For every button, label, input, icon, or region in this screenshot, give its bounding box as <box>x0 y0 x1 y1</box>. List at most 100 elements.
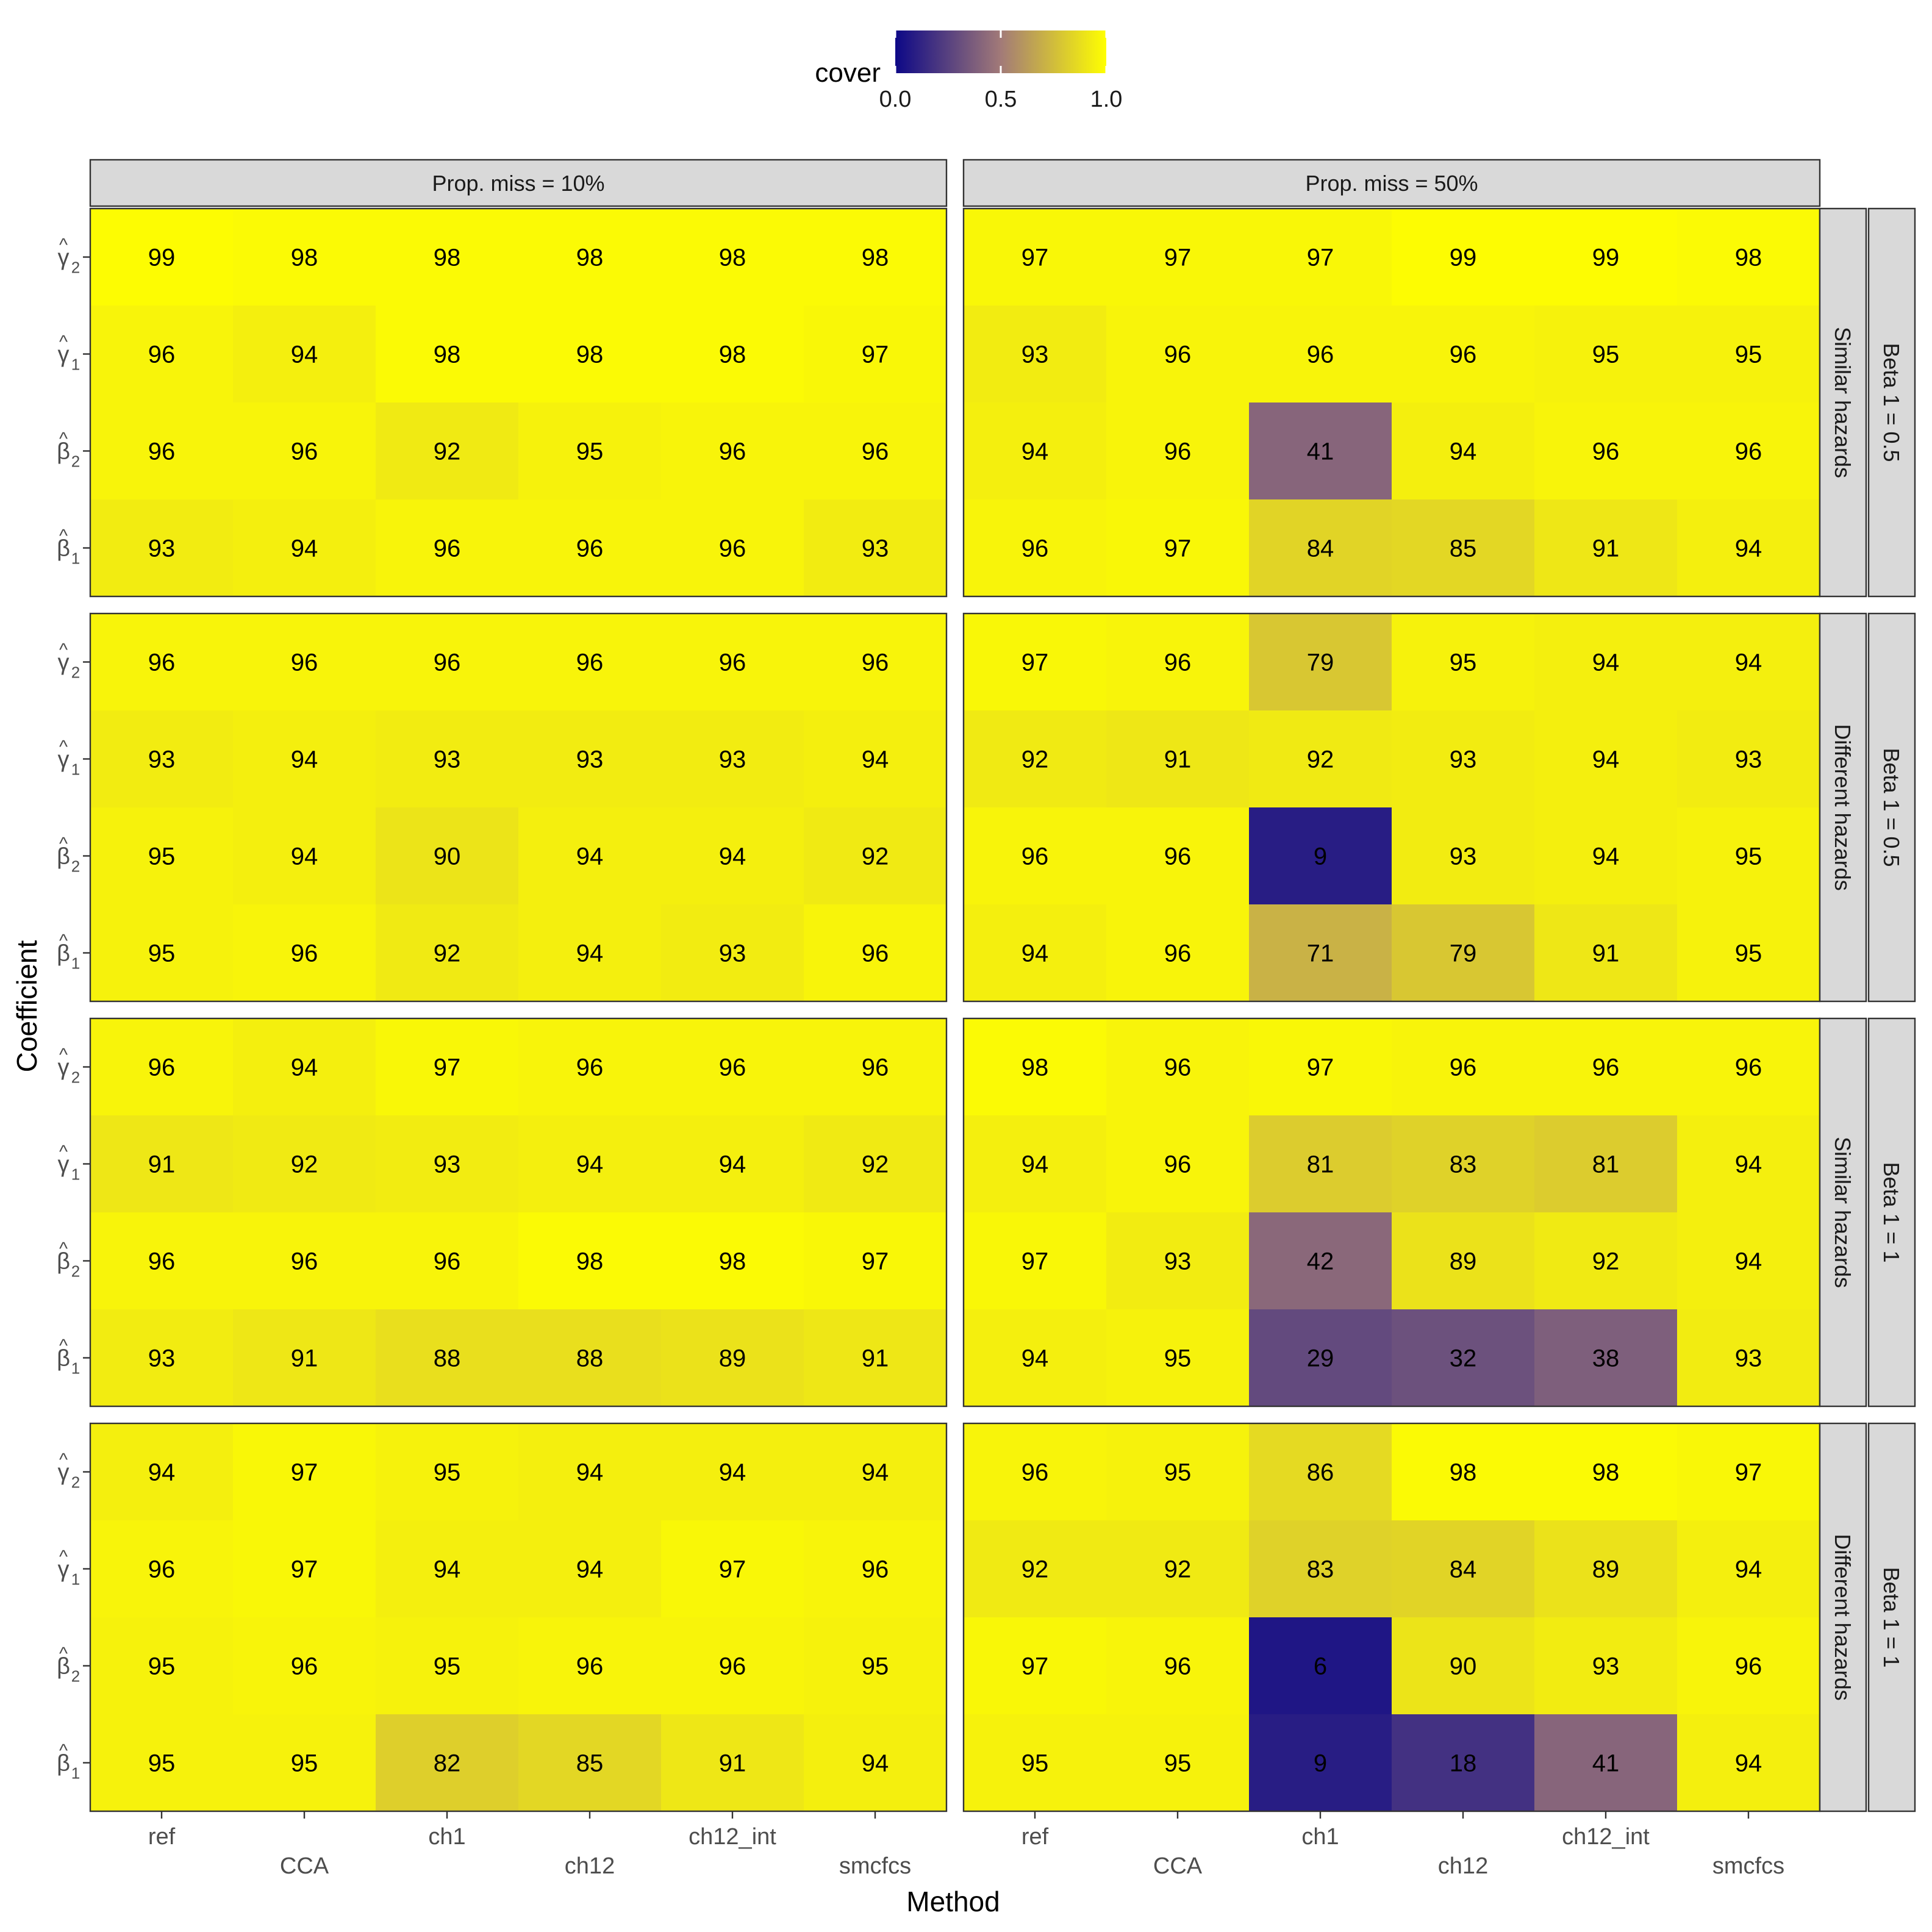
cell-value-label: 96 <box>1164 1151 1192 1178</box>
x-tick-label: ch12 <box>1438 1853 1488 1879</box>
heatmap-cell <box>1677 807 1820 905</box>
y-tick-label: γ^2 <box>58 1045 80 1087</box>
cell-value-label: 82 <box>434 1750 461 1777</box>
cell-value-label: 97 <box>291 1556 318 1583</box>
coefficient-hat: ^ <box>59 737 68 757</box>
cell-value-label: 94 <box>1735 1248 1762 1275</box>
coefficient-symbol: γ <box>58 342 70 368</box>
x-tick-label: ch12_int <box>689 1824 776 1850</box>
cell-value-label: 95 <box>1735 843 1762 870</box>
legend-tick-label: 0.5 <box>985 87 1017 112</box>
coefficient-hat: ^ <box>59 1142 68 1162</box>
cell-value-label: 96 <box>291 438 318 465</box>
heatmap-cell <box>233 499 376 597</box>
cell-value-label: 95 <box>1735 342 1762 368</box>
cell-value-label: 38 <box>1592 1345 1620 1372</box>
heatmap-cell <box>964 1018 1107 1116</box>
beta-strip <box>1867 1017 1916 1408</box>
cell-value-label: 96 <box>148 438 176 465</box>
heatmap-cell <box>376 1212 519 1310</box>
cell-value-label: 93 <box>434 746 461 773</box>
cell-value-label: 93 <box>1735 1345 1762 1372</box>
heatmap-cell <box>661 1520 804 1618</box>
heatmap-cell <box>804 1520 947 1618</box>
heatmap-cell <box>1106 1714 1250 1812</box>
cell-value-label: 92 <box>1021 746 1049 773</box>
cell-value-label: 42 <box>1307 1248 1334 1275</box>
heatmap-cell <box>376 1617 519 1715</box>
x-tick-label: smcfcs <box>1712 1853 1784 1879</box>
coefficient-subscript: 2 <box>71 1262 80 1281</box>
hazard-strip-label: Different hazards <box>1830 1534 1855 1700</box>
cell-value-label: 96 <box>862 438 889 465</box>
cell-value-label: 96 <box>1307 342 1334 368</box>
cell-value-label: 29 <box>1307 1345 1334 1372</box>
heatmap-cell <box>518 614 662 711</box>
y-tick-label: γ^2 <box>58 1450 80 1492</box>
cell-value-label: 98 <box>576 245 604 271</box>
cell-value-label: 98 <box>1592 1459 1620 1486</box>
coefficient-subscript: 2 <box>71 857 80 876</box>
heatmap-cell <box>661 904 804 1002</box>
heatmap-cell <box>1106 614 1250 711</box>
heatmap-cell <box>1534 1018 1678 1116</box>
cell-value-label: 94 <box>719 1459 746 1486</box>
cell-value-label: 97 <box>862 342 889 368</box>
heatmap-cell <box>1392 499 1535 597</box>
heatmap-cell <box>804 499 947 597</box>
cell-value-label: 96 <box>434 1248 461 1275</box>
cell-value-label: 9 <box>1314 1750 1327 1777</box>
heatmap-cell <box>1106 209 1250 306</box>
heatmap-cell <box>233 1018 376 1116</box>
heatmap-cell <box>1249 1520 1392 1618</box>
heatmap-cell <box>1249 499 1392 597</box>
heatmap-cell <box>804 614 947 711</box>
heatmap-cell <box>1106 1018 1250 1116</box>
y-tick-label: γ^2 <box>58 640 80 682</box>
cell-value-label: 93 <box>434 1151 461 1178</box>
heatmap-cell <box>90 209 234 306</box>
heatmap-cell <box>376 710 519 808</box>
cell-value-label: 96 <box>719 1054 746 1081</box>
cell-value-label: 96 <box>1164 438 1192 465</box>
heatmap-cell <box>1677 306 1820 403</box>
coefficient-symbol: γ <box>58 245 70 271</box>
cell-value-label: 94 <box>719 843 746 870</box>
heatmap-cell <box>90 1309 234 1407</box>
hazard-strip-label: Different hazards <box>1830 724 1855 890</box>
heatmap-cell <box>1534 614 1678 711</box>
coefficient-subscript: 1 <box>71 1359 80 1378</box>
beta-strip-label: Beta 1 = 1 <box>1879 1162 1904 1262</box>
cell-value-label: 93 <box>1592 1653 1620 1680</box>
cell-value-label: 97 <box>291 1459 318 1486</box>
heatmap-cell <box>518 1309 662 1407</box>
heatmap-cell <box>661 1617 804 1715</box>
cell-value-label: 98 <box>576 1248 604 1275</box>
cell-value-label: 96 <box>1164 940 1192 967</box>
y-tick-label: β^1 <box>57 931 80 973</box>
cell-value-label: 93 <box>148 1345 176 1372</box>
cell-value-label: 94 <box>576 940 604 967</box>
heatmap-cell <box>1677 614 1820 711</box>
heatmap-cell <box>376 306 519 403</box>
heatmap-cell <box>518 904 662 1002</box>
heatmap-cell <box>661 1115 804 1213</box>
coefficient-subscript: 2 <box>71 1473 80 1492</box>
cell-value-label: 94 <box>434 1556 461 1583</box>
cell-value-label: 94 <box>291 342 318 368</box>
heatmap-cell <box>1534 1714 1678 1812</box>
heatmap-cell <box>1534 710 1678 808</box>
cell-value-label: 96 <box>1592 1054 1620 1081</box>
cell-value-label: 79 <box>1307 649 1334 676</box>
heatmap-cell <box>661 1212 804 1310</box>
cell-value-label: 91 <box>1592 940 1620 967</box>
heatmap-cell <box>1249 614 1392 711</box>
cell-value-label: 96 <box>719 1653 746 1680</box>
cell-value-label: 81 <box>1592 1151 1620 1178</box>
cell-value-label: 84 <box>1450 1556 1477 1583</box>
heatmap-cell <box>233 1309 376 1407</box>
heatmap-cell <box>518 1617 662 1715</box>
heatmap-cell <box>804 306 947 403</box>
heatmap-cell <box>1677 1714 1820 1812</box>
